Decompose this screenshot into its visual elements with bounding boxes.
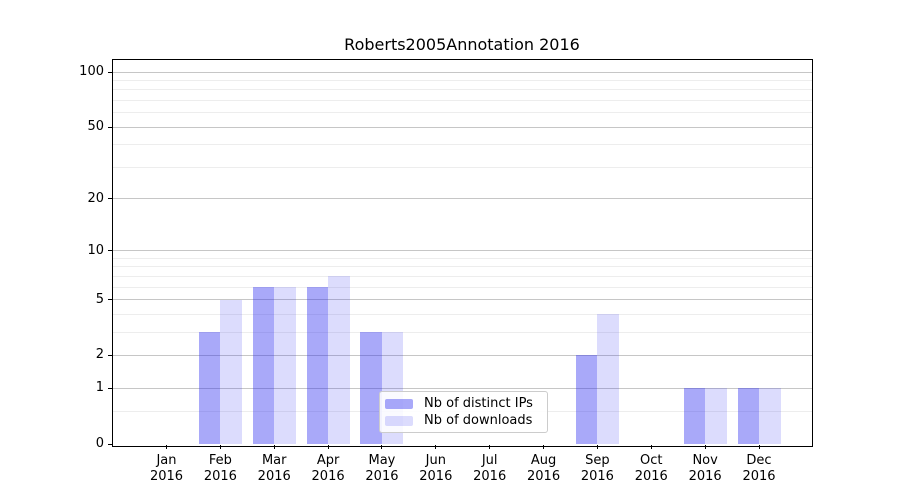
bar-downloads-mar (274, 287, 296, 444)
tick-x-oct (650, 445, 652, 449)
xtick-label-dec: Dec 2016 (742, 453, 776, 484)
ytick-label-2: 2 (95, 347, 104, 363)
bar-downloads-dec (759, 388, 781, 444)
legend-item-distinct-ips: Nb of distinct IPs (385, 396, 541, 412)
ytick-label-5: 5 (95, 291, 104, 307)
ytick-label-0: 0 (95, 436, 104, 451)
tick-y-0 (108, 443, 112, 445)
legend-label-distinct-ips: Nb of distinct IPs (424, 395, 533, 411)
bar-distinct-ips-apr (306, 287, 329, 444)
gridline-y-minor-6 (113, 286, 812, 288)
tick-x-nov (704, 445, 706, 449)
gridline-y-20 (113, 198, 812, 200)
gridline-y-minor-90 (113, 79, 812, 81)
tick-x-sep (596, 445, 598, 449)
bar-distinct-ips-feb (198, 332, 221, 444)
chart-title: Roberts2005Annotation 2016 (344, 35, 580, 54)
ytick-label-50: 50 (87, 119, 104, 135)
bar-downloads-apr (328, 276, 350, 444)
bar-distinct-ips-nov (683, 388, 706, 444)
xtick-label-aug: Aug 2016 (527, 453, 561, 484)
gridline-y-100 (113, 71, 812, 73)
gridline-y-minor-30 (113, 166, 812, 168)
gridline-y-50 (113, 126, 812, 128)
tick-y-20 (108, 198, 112, 200)
bar-distinct-ips-sep (575, 355, 598, 444)
tick-x-mar (273, 445, 275, 449)
legend-swatch-downloads (385, 415, 413, 426)
tick-x-feb (219, 445, 221, 449)
gridline-y-minor-40 (113, 144, 812, 146)
gridline-y-10 (113, 250, 812, 252)
bar-distinct-ips-mar (252, 287, 275, 444)
xtick-label-jan: Jan 2016 (149, 453, 184, 484)
xtick-label-sep: Sep 2016 (580, 453, 614, 484)
gridline-y-1 (113, 387, 812, 389)
tick-x-apr (327, 445, 329, 449)
xtick-label-nov: Nov 2016 (688, 453, 722, 484)
tick-x-jun (435, 445, 437, 449)
gridline-y-minor-4 (113, 313, 812, 315)
gridline-y-minor-3 (113, 331, 812, 333)
tick-x-aug (543, 445, 545, 449)
gridline-y-minor-60 (113, 112, 812, 114)
xtick-label-jul: Jul 2016 (473, 453, 507, 484)
gridline-y-minor-80 (113, 89, 812, 91)
xtick-label-apr: Apr 2016 (311, 453, 345, 484)
bar-downloads-feb (220, 299, 242, 444)
bar-downloads-sep (597, 314, 619, 444)
xtick-label-jun: Jun 2016 (419, 453, 453, 484)
legend: Nb of distinct IPs Nb of downloads (379, 391, 548, 433)
gridline-y-minor-7 (113, 275, 812, 277)
ytick-label-1: 1 (95, 380, 104, 396)
tick-y-50 (108, 126, 112, 128)
gridline-y-minor-9 (113, 257, 812, 259)
tick-y-2 (108, 354, 112, 356)
xtick-label-mar: Mar 2016 (257, 453, 291, 484)
gridline-y-2 (113, 354, 812, 356)
ytick-label-10: 10 (87, 242, 104, 258)
bar-distinct-ips-dec (737, 388, 759, 444)
tick-y-10 (108, 250, 112, 252)
tick-x-may (381, 445, 383, 449)
gridline-y-minor-70 (113, 99, 812, 101)
xtick-label-oct: Oct 2016 (634, 453, 668, 484)
bar-downloads-nov (705, 388, 727, 444)
legend-item-downloads: Nb of downloads (385, 413, 541, 429)
bar-distinct-ips-may (360, 332, 382, 444)
tick-y-1 (108, 387, 112, 389)
tick-x-jan (166, 445, 167, 449)
xtick-label-may: May 2016 (365, 453, 399, 484)
gridline-y-5 (113, 299, 812, 301)
tick-x-jul (489, 445, 491, 449)
legend-label-downloads: Nb of downloads (424, 412, 533, 428)
tick-x-dec (758, 445, 760, 449)
ytick-label-20: 20 (87, 190, 104, 206)
tick-y-100 (108, 71, 112, 73)
tick-y-5 (108, 299, 112, 301)
ytick-label-100: 100 (79, 64, 104, 80)
xtick-label-feb: Feb 2016 (203, 453, 237, 484)
gridline-y-minor-8 (113, 266, 812, 268)
legend-swatch-distinct-ips (385, 398, 413, 409)
